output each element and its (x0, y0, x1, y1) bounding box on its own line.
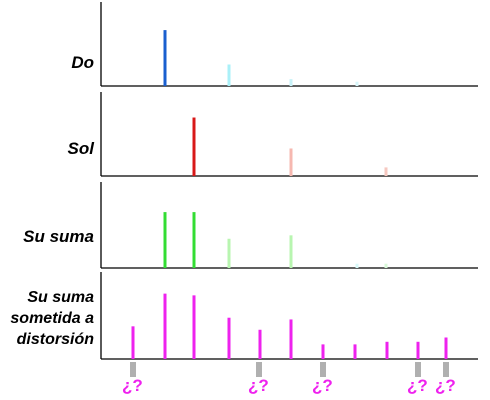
unknown-label-2: ¿? (312, 376, 333, 395)
unknown-label-4: ¿? (435, 376, 456, 395)
panel-label-3: Su suma sometida a distorsión (10, 289, 94, 348)
panel-label-2: Su suma (23, 227, 94, 246)
unknown-label-0: ¿? (122, 376, 143, 395)
unknown-marker-0 (130, 362, 136, 377)
unknown-marker-4 (443, 362, 449, 377)
unknown-label-3: ¿? (407, 376, 428, 395)
panel-label-0: Do (71, 53, 94, 72)
unknown-marker-2 (320, 362, 326, 377)
unknown-marker-3 (415, 362, 421, 377)
unknown-label-1: ¿? (248, 376, 269, 395)
unknown-marker-1 (256, 362, 262, 377)
panel-label-1: Sol (67, 139, 94, 158)
